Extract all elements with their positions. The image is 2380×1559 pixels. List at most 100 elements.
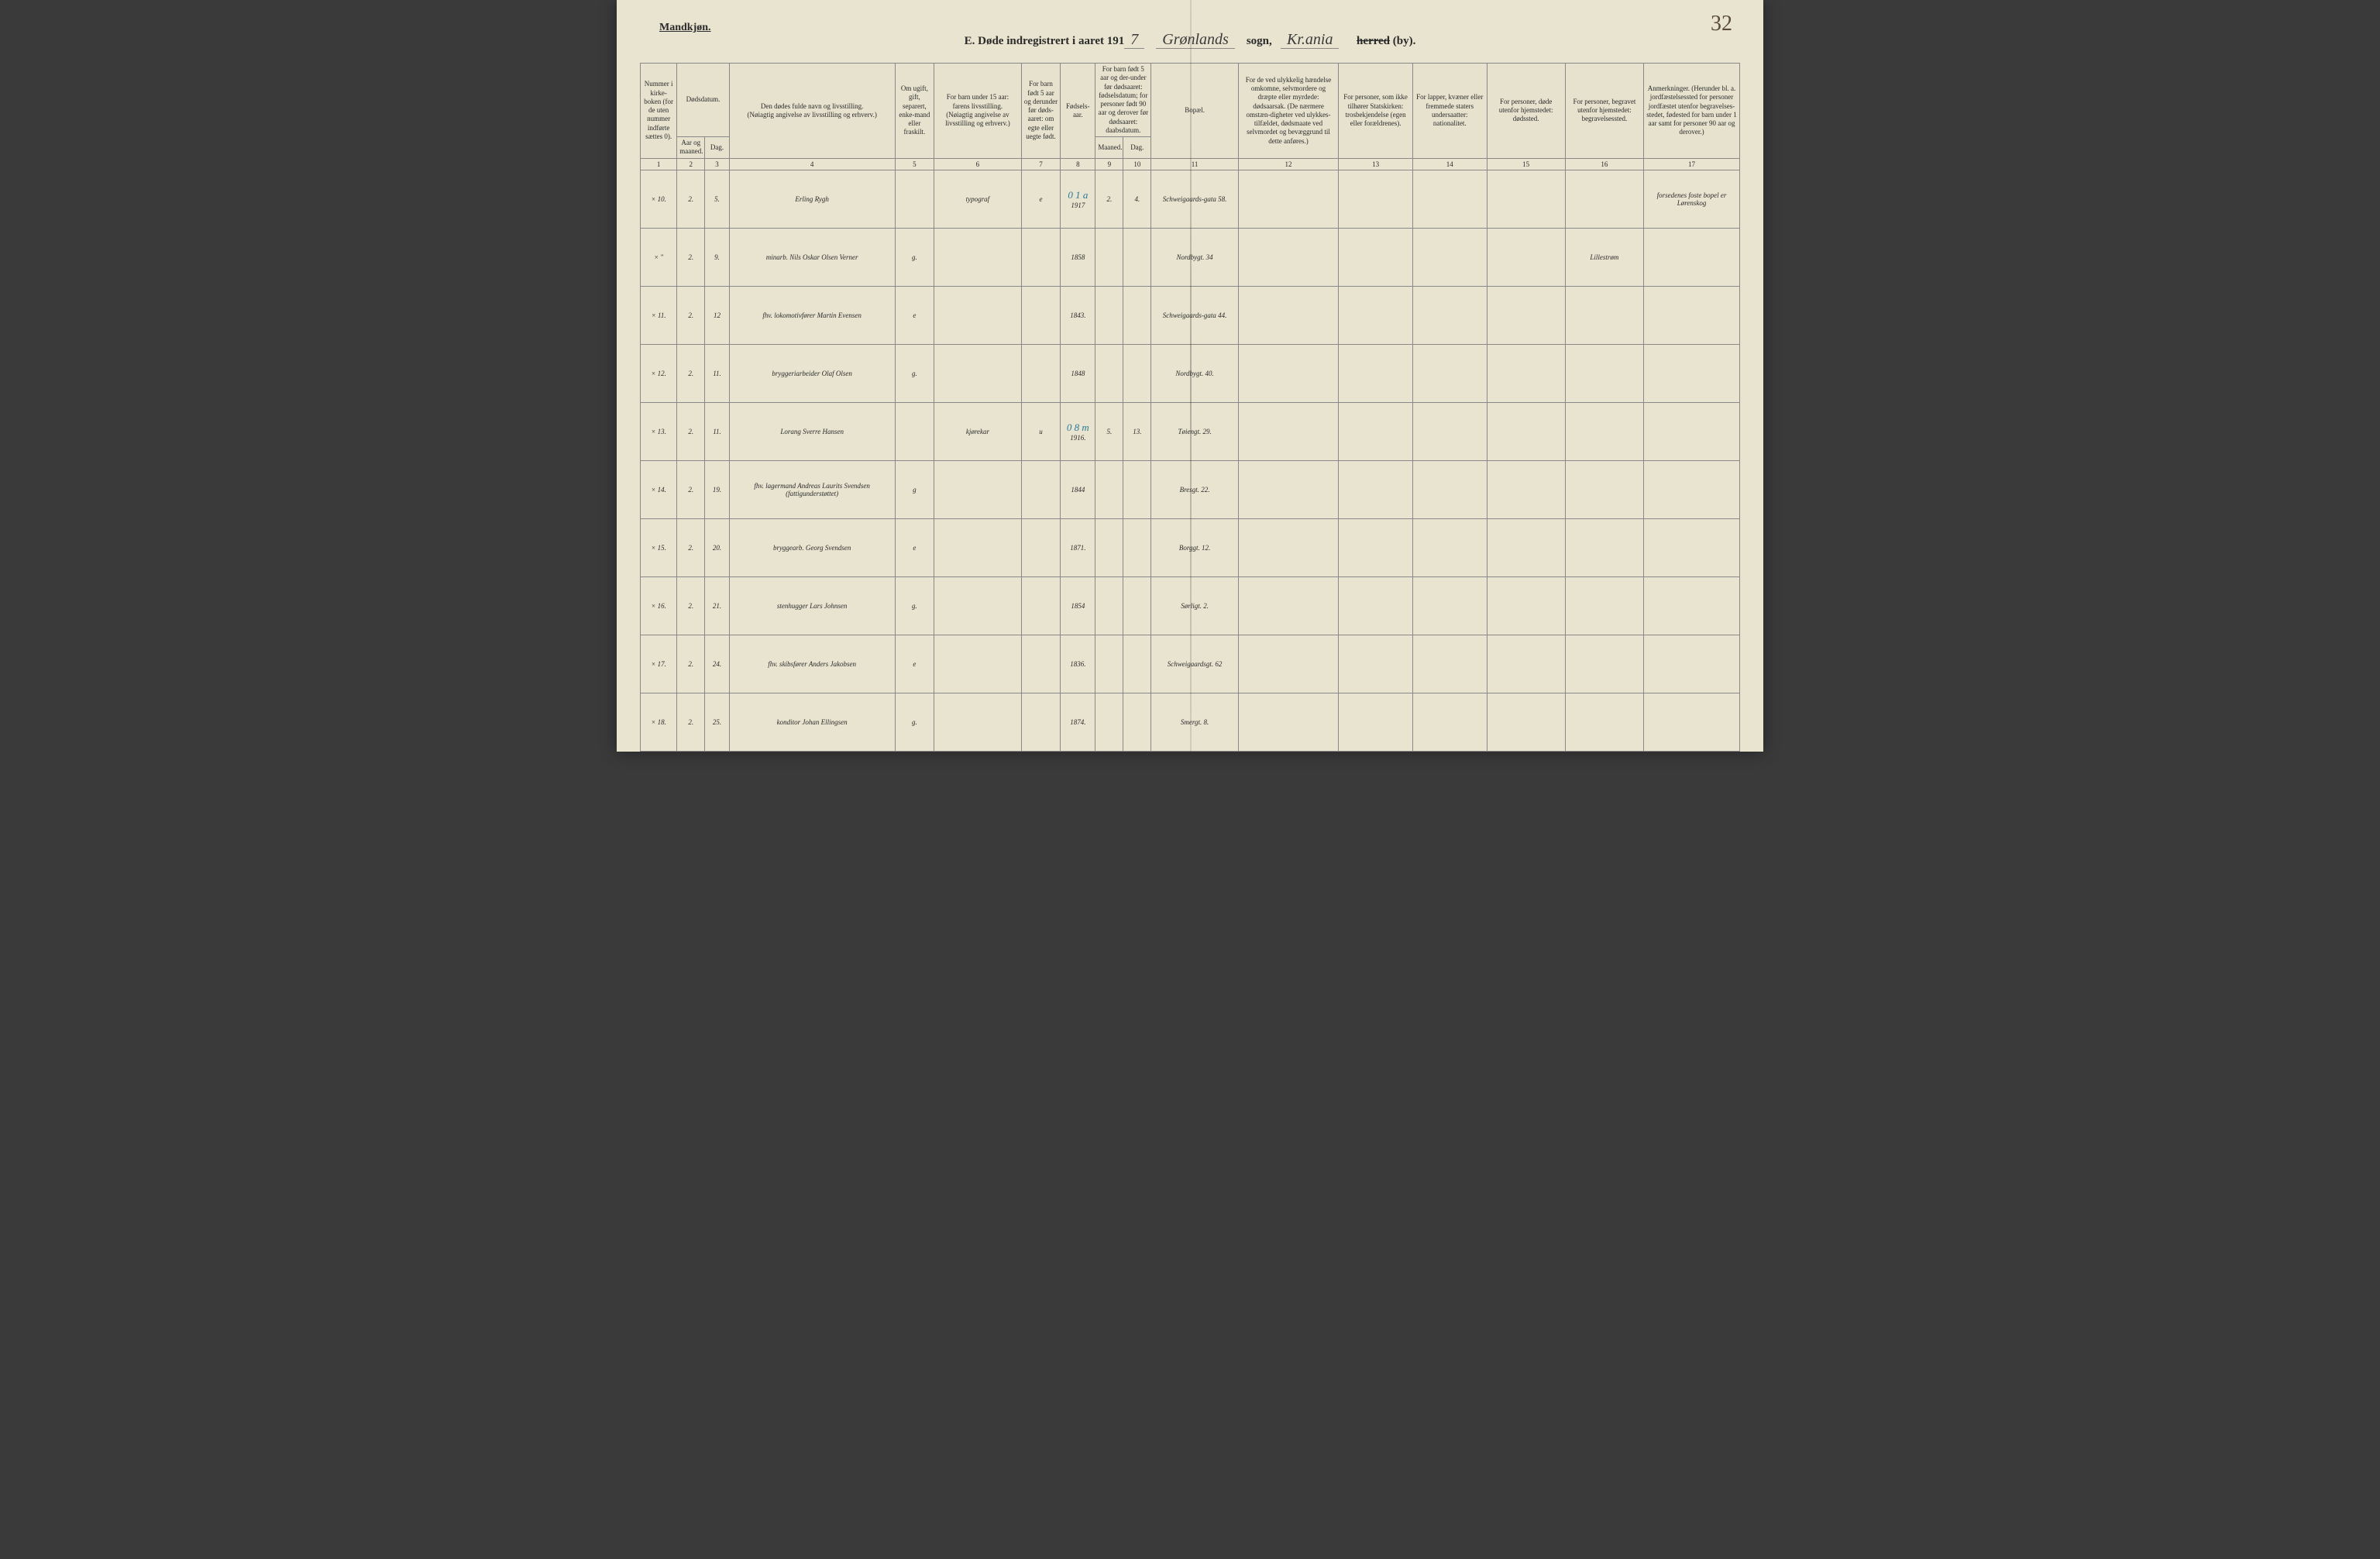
row-mark: × 10.	[641, 170, 677, 228]
cell-month: 2.	[677, 286, 705, 344]
colnum: 9	[1095, 158, 1123, 170]
row-mark: × 17.	[641, 635, 677, 693]
cell-father	[934, 344, 1022, 402]
cell-day: 11.	[705, 344, 730, 402]
cell-day: 9.	[705, 228, 730, 286]
cell-address: Sørligt. 2.	[1151, 576, 1239, 635]
cell-name: fhv. skibsfører Anders Jakobsen	[729, 635, 895, 693]
cell-deathplace	[1487, 228, 1565, 286]
cell-address: Smergt. 8.	[1151, 693, 1239, 751]
colnum: 12	[1238, 158, 1338, 170]
colnum: 3	[705, 158, 730, 170]
cell-burialplace: Lillestrøm	[1565, 228, 1643, 286]
cell-status: e	[895, 635, 934, 693]
col-header-4a: Den dødes fulde navn og livsstilling.	[761, 102, 864, 110]
cell-faith	[1339, 402, 1413, 460]
cell-status: e	[895, 286, 934, 344]
cell-day: 12	[705, 286, 730, 344]
cell-status: g.	[895, 228, 934, 286]
cell-nationality	[1412, 693, 1487, 751]
col-header-9: For barn født 5 aar og der-under før død…	[1095, 64, 1151, 137]
cell-deathplace	[1487, 286, 1565, 344]
cell-birthday: 4.	[1123, 170, 1151, 228]
cell-faith	[1339, 344, 1413, 402]
cell-remarks	[1644, 344, 1740, 402]
cell-legit	[1021, 460, 1061, 518]
col-header-2c: Dag.	[705, 137, 730, 159]
cell-burialplace	[1565, 576, 1643, 635]
cell-deathplace	[1487, 402, 1565, 460]
colnum: 15	[1487, 158, 1565, 170]
cell-legit	[1021, 344, 1061, 402]
cell-address: Nordbygt. 34	[1151, 228, 1239, 286]
cell-address: Schweigaards-gata 44.	[1151, 286, 1239, 344]
cell-name: minarb. Nils Oskar Olsen Verner	[729, 228, 895, 286]
col-header-4: Den dødes fulde navn og livsstilling. (N…	[729, 64, 895, 159]
cell-birthday	[1123, 693, 1151, 751]
cell-faith	[1339, 635, 1413, 693]
cell-nationality	[1412, 228, 1487, 286]
page-number: 32	[1711, 12, 1732, 36]
cell-birthmonth: 2.	[1095, 170, 1123, 228]
cell-birthyear: 1843.	[1061, 286, 1095, 344]
cell-birthday	[1123, 518, 1151, 576]
cell-birthday: 13.	[1123, 402, 1151, 460]
cell-address: Bresgt. 22.	[1151, 460, 1239, 518]
cell-cause	[1238, 460, 1338, 518]
colnum: 4	[729, 158, 895, 170]
cell-remarks	[1644, 228, 1740, 286]
cell-burialplace	[1565, 344, 1643, 402]
cell-deathplace	[1487, 460, 1565, 518]
cell-name: Erling Rygh	[729, 170, 895, 228]
cell-month: 2.	[677, 344, 705, 402]
row-mark: × 11.	[641, 286, 677, 344]
colnum: 1	[641, 158, 677, 170]
cell-day: 25.	[705, 693, 730, 751]
cell-birthday	[1123, 460, 1151, 518]
cell-month: 2.	[677, 693, 705, 751]
cell-status	[895, 170, 934, 228]
cell-nationality	[1412, 344, 1487, 402]
cell-address: Tøiengt. 29.	[1151, 402, 1239, 460]
colnum: 11	[1151, 158, 1239, 170]
cell-birthday	[1123, 228, 1151, 286]
cell-status: e	[895, 518, 934, 576]
row-mark: × 15.	[641, 518, 677, 576]
cell-address: Nordbygt. 40.	[1151, 344, 1239, 402]
cell-day: 21.	[705, 576, 730, 635]
cell-father	[934, 228, 1022, 286]
col-header-7: For barn født 5 aar og derunder før døds…	[1021, 64, 1061, 159]
parish-name-1: Grønlands	[1156, 31, 1235, 49]
cell-remarks	[1644, 460, 1740, 518]
cell-legit	[1021, 518, 1061, 576]
cell-father: kjørekar	[934, 402, 1022, 460]
cell-cause	[1238, 635, 1338, 693]
herred-struck: herred	[1357, 35, 1390, 47]
cell-nationality	[1412, 402, 1487, 460]
cell-legit	[1021, 228, 1061, 286]
col-header-9b: Dag.	[1123, 137, 1151, 159]
cell-cause	[1238, 518, 1338, 576]
cell-burialplace	[1565, 460, 1643, 518]
cell-deathplace	[1487, 518, 1565, 576]
cell-father	[934, 286, 1022, 344]
parish-name-2: Kr.ania	[1281, 31, 1339, 49]
cell-name: fhv. lokomotivfører Martin Evensen	[729, 286, 895, 344]
cell-day: 24.	[705, 635, 730, 693]
colnum: 2	[677, 158, 705, 170]
col-header-2b: Aar og maaned.	[677, 137, 705, 159]
cell-legit	[1021, 576, 1061, 635]
cell-name: bryggeriarbeider Olaf Olsen	[729, 344, 895, 402]
row-mark: × 18.	[641, 693, 677, 751]
cell-cause	[1238, 693, 1338, 751]
colnum: 14	[1412, 158, 1487, 170]
cell-birthyear: 1848	[1061, 344, 1095, 402]
cell-faith	[1339, 693, 1413, 751]
cell-name: fhv. lagermand Andreas Laurits Svendsen …	[729, 460, 895, 518]
cell-nationality	[1412, 635, 1487, 693]
cell-remarks: forsedenes foste bopel er Lørenskog	[1644, 170, 1740, 228]
cell-faith	[1339, 286, 1413, 344]
cell-burialplace	[1565, 635, 1643, 693]
cell-faith	[1339, 460, 1413, 518]
cell-legit: u	[1021, 402, 1061, 460]
